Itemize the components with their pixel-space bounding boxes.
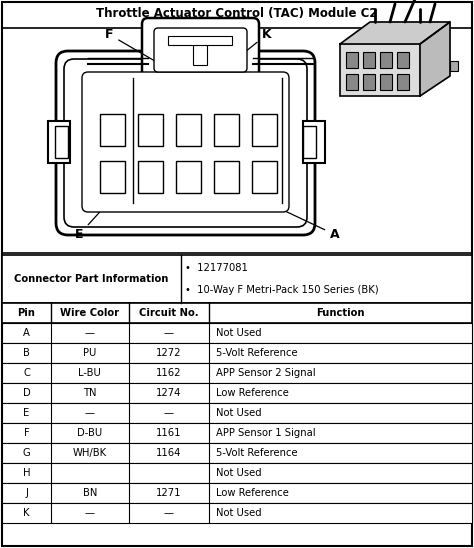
Text: D-BU: D-BU — [77, 428, 102, 438]
Text: G: G — [23, 448, 30, 458]
Text: B: B — [23, 348, 30, 358]
Text: 5-Volt Reference: 5-Volt Reference — [216, 348, 298, 358]
Bar — [214, 114, 239, 146]
Text: L-BU: L-BU — [79, 368, 101, 378]
Text: K: K — [23, 508, 30, 518]
Text: Not Used: Not Used — [216, 328, 262, 338]
Text: —: — — [164, 408, 174, 418]
Bar — [2, 255, 472, 303]
Text: 1271: 1271 — [156, 488, 182, 498]
Text: H: H — [23, 468, 30, 478]
Text: E: E — [75, 205, 106, 241]
Bar — [252, 114, 277, 146]
Text: —: — — [164, 328, 174, 338]
Bar — [363, 52, 375, 68]
Text: TN: TN — [83, 388, 97, 398]
Bar — [303, 126, 316, 158]
Bar — [346, 52, 358, 68]
Text: Throttle Actuator Control (TAC) Module C2: Throttle Actuator Control (TAC) Module C… — [96, 8, 378, 20]
Bar — [2, 483, 472, 503]
Text: 1272: 1272 — [156, 348, 182, 358]
Text: 5-Volt Reference: 5-Volt Reference — [216, 448, 298, 458]
Bar — [2, 363, 472, 383]
Text: BN: BN — [82, 488, 97, 498]
Bar — [214, 161, 239, 193]
Text: Not Used: Not Used — [216, 508, 262, 518]
Bar — [363, 74, 375, 90]
Text: E: E — [23, 408, 29, 418]
Text: A: A — [271, 204, 340, 241]
FancyBboxPatch shape — [64, 59, 307, 227]
Text: APP Sensor 2 Signal: APP Sensor 2 Signal — [216, 368, 316, 378]
Text: —: — — [85, 408, 95, 418]
Text: A: A — [23, 328, 30, 338]
Text: Low Reference: Low Reference — [216, 388, 289, 398]
Text: Not Used: Not Used — [216, 468, 262, 478]
Bar — [2, 403, 472, 423]
Bar — [2, 503, 472, 523]
Text: —: — — [85, 508, 95, 518]
Text: •  12177081: • 12177081 — [185, 264, 248, 273]
Text: F: F — [24, 428, 29, 438]
Bar — [138, 114, 163, 146]
Bar — [2, 463, 472, 483]
FancyBboxPatch shape — [82, 72, 289, 212]
Text: •  10-Way F Metri-Pack 150 Series (BK): • 10-Way F Metri-Pack 150 Series (BK) — [185, 284, 379, 295]
Text: —: — — [85, 328, 95, 338]
Bar — [340, 44, 420, 96]
Text: C: C — [23, 368, 30, 378]
Bar — [346, 74, 358, 90]
Bar — [2, 423, 472, 443]
Bar — [2, 443, 472, 463]
Text: —: — — [164, 508, 174, 518]
Bar — [176, 161, 201, 193]
Text: Connector Part Information: Connector Part Information — [14, 274, 168, 284]
FancyBboxPatch shape — [142, 18, 259, 82]
Text: 1164: 1164 — [156, 448, 182, 458]
Text: WH/BK: WH/BK — [73, 448, 107, 458]
Bar — [176, 114, 201, 146]
Bar — [138, 161, 163, 193]
Text: 1162: 1162 — [156, 368, 182, 378]
Polygon shape — [420, 22, 450, 96]
Text: APP Sensor 1 Signal: APP Sensor 1 Signal — [216, 428, 316, 438]
Bar — [2, 383, 472, 403]
Text: Not Used: Not Used — [216, 408, 262, 418]
Bar — [168, 36, 232, 45]
Bar — [100, 161, 125, 193]
Text: PU: PU — [83, 348, 97, 358]
Bar — [48, 121, 70, 163]
Bar — [55, 126, 68, 158]
Bar — [380, 52, 392, 68]
Text: Pin: Pin — [18, 308, 36, 318]
Text: 1161: 1161 — [156, 428, 182, 438]
Text: Function: Function — [316, 308, 365, 318]
Bar — [2, 303, 472, 323]
Bar — [397, 52, 409, 68]
Bar — [2, 343, 472, 363]
FancyBboxPatch shape — [56, 51, 315, 235]
Text: J: J — [25, 488, 28, 498]
Text: D: D — [23, 388, 30, 398]
Bar — [397, 74, 409, 90]
Text: Low Reference: Low Reference — [216, 488, 289, 498]
Text: K: K — [232, 28, 272, 62]
Bar — [193, 37, 207, 65]
Text: 1274: 1274 — [156, 388, 182, 398]
Bar — [2, 323, 472, 343]
Text: Circuit No.: Circuit No. — [139, 308, 199, 318]
Bar — [450, 61, 458, 71]
Bar — [380, 74, 392, 90]
FancyBboxPatch shape — [154, 28, 247, 72]
Bar — [100, 114, 125, 146]
Bar — [252, 161, 277, 193]
Text: Wire Color: Wire Color — [60, 308, 119, 318]
Bar — [303, 121, 325, 163]
Text: F: F — [105, 28, 157, 62]
Polygon shape — [340, 22, 450, 44]
